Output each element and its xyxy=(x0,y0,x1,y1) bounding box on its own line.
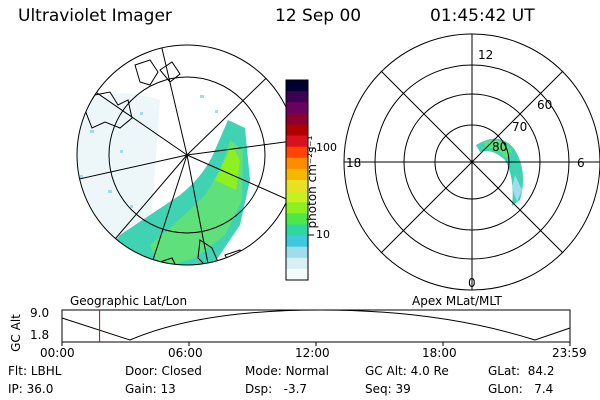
gc-alt-field: GC Alt: 4.0 Re xyxy=(365,364,449,378)
colorbar-segment xyxy=(286,191,308,203)
seq-field: Seq: 39 xyxy=(365,382,411,396)
colorbar-segment xyxy=(286,80,308,92)
dsp-field: Dsp: -3.7 xyxy=(245,382,307,396)
gain-value: 13 xyxy=(160,382,176,396)
lat-label-60: 60 xyxy=(537,98,553,112)
colorbar-segment xyxy=(286,235,308,248)
colorbar-segment xyxy=(286,246,308,259)
aurora-peak xyxy=(215,145,240,190)
glat-field: GLat: 84.2 xyxy=(488,364,554,378)
glon-value: 7.4 xyxy=(534,382,554,396)
altitude-curve xyxy=(61,309,571,341)
colorbar-segment xyxy=(286,180,308,192)
colorbar-segment xyxy=(286,135,308,148)
glon-label: GLon: xyxy=(488,382,523,396)
time-label: 01:45:42 UT xyxy=(430,6,535,26)
mode-label: Mode: xyxy=(245,364,282,378)
ip-field: IP: 36.0 xyxy=(8,382,53,396)
colorbar-segment xyxy=(286,213,308,225)
mode-field: Mode: Normal xyxy=(245,364,329,378)
mlt-label-6: 6 xyxy=(577,156,585,170)
colorbar-segment xyxy=(286,268,308,281)
glat-value: 84.2 xyxy=(527,364,555,378)
colorbar xyxy=(286,80,308,281)
filter-field: Flt: LBHL xyxy=(8,364,61,378)
timeline-xtick-1200: 12:00 xyxy=(295,346,330,360)
colorbar-label-100: 100 xyxy=(316,141,337,154)
colorbar-label-10: 10 xyxy=(316,228,330,241)
gain-label: Gain: xyxy=(125,382,157,396)
dsp-label: Dsp: xyxy=(245,382,273,396)
mlt-label-0: 0 xyxy=(468,276,476,290)
timeline-xtick-2359: 23:59 xyxy=(552,346,587,360)
colorbar-segment xyxy=(286,168,308,181)
colorbar-unit-label: photon cm⁻²s⁻¹ xyxy=(305,135,319,229)
glat-label: GLat: xyxy=(488,364,521,378)
colorbar-segment xyxy=(286,91,308,103)
colorbar-segment xyxy=(286,124,308,137)
lat-label-80: 80 xyxy=(492,140,508,154)
mlt-label-18: 18 xyxy=(346,156,362,170)
colorbar-segment xyxy=(286,224,308,237)
filter-value: LBHL xyxy=(30,364,62,378)
timeline-xtick-0600: 06:00 xyxy=(168,346,203,360)
polar-map-label: Apex MLat/MLT xyxy=(412,294,502,308)
timeline-frame xyxy=(61,309,571,343)
seq-value: 39 xyxy=(395,382,411,396)
geographic-map xyxy=(77,45,297,265)
timeline-xtick-0000: 00:00 xyxy=(40,346,75,360)
seq-label: Seq: xyxy=(365,382,392,396)
colorbar-segment xyxy=(286,257,308,270)
geographic-map-label: Geographic Lat/Lon xyxy=(70,294,188,308)
mode-value: Normal xyxy=(285,364,329,378)
gc-alt-label: GC Alt: xyxy=(365,364,407,378)
gain-field: Gain: 13 xyxy=(125,382,176,396)
ip-label: IP: xyxy=(8,382,23,396)
instrument-title: Ultraviolet Imager xyxy=(18,6,172,26)
polar-aurora-tail xyxy=(512,175,522,202)
colorbar-segment xyxy=(286,157,308,170)
dsp-value: -3.7 xyxy=(283,382,308,396)
colorbar-segment xyxy=(286,146,308,159)
timeline-ytick-low: 1.8 xyxy=(30,328,50,342)
timeline-ytick-high: 9.0 xyxy=(30,306,50,320)
timeline-xtick-1800: 18:00 xyxy=(422,346,457,360)
door-field: Door: Closed xyxy=(125,364,202,378)
polar-grid xyxy=(343,33,600,291)
glon-field: GLon: 7.4 xyxy=(488,382,553,396)
timeline-axis-label: GC Alt xyxy=(9,314,23,352)
polar-aurora-outer xyxy=(476,138,524,206)
colorbar-segment xyxy=(286,113,308,125)
ip-value: 36.0 xyxy=(26,382,54,396)
gc-alt-value: 4.0 Re xyxy=(410,364,449,378)
colorbar-segment xyxy=(286,102,308,114)
date-label: 12 Sep 00 xyxy=(275,6,362,26)
timeline-x-ticks xyxy=(61,342,571,346)
latitude-circle xyxy=(108,76,266,234)
mlt-label-12: 12 xyxy=(478,48,494,62)
door-value: Closed xyxy=(161,364,202,378)
filter-label: Flt: xyxy=(8,364,27,378)
door-label: Door: xyxy=(125,364,158,378)
colorbar-segment xyxy=(286,202,308,214)
colorbar-frame xyxy=(285,79,309,281)
lat-label-70: 70 xyxy=(512,120,528,134)
